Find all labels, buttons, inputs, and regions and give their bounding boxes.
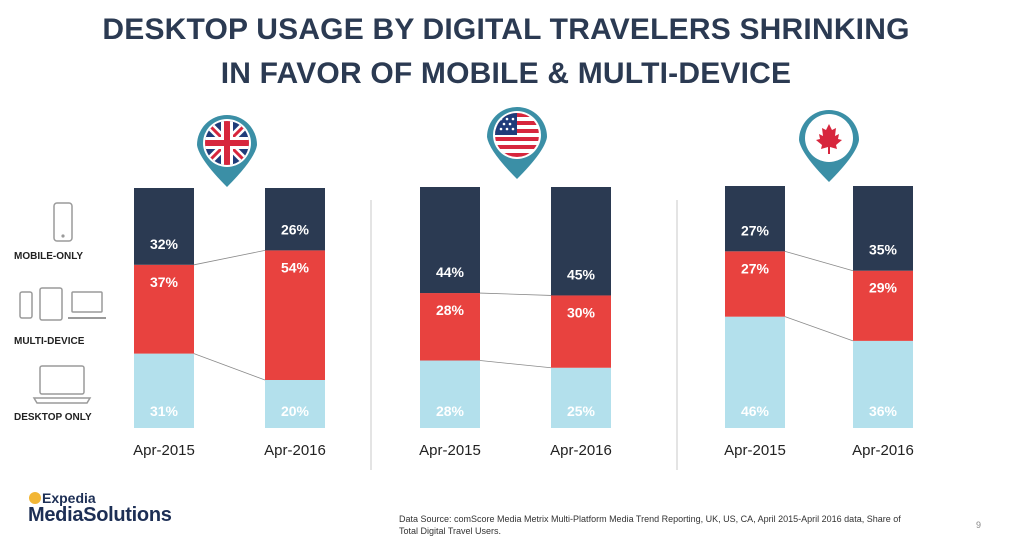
bar-segment [420, 293, 480, 361]
bar-segment [420, 187, 480, 294]
data-label: 27% [741, 260, 770, 276]
us-flag-pin-icon [487, 107, 547, 179]
data-label: 35% [869, 242, 898, 258]
bar-segment [134, 264, 194, 354]
bar-segment [551, 367, 611, 428]
x-tick-label: Apr-2016 [264, 442, 326, 459]
bar-segment [725, 251, 785, 317]
data-label: 30% [567, 304, 596, 320]
data-label: 46% [741, 403, 770, 419]
connector-line [479, 292, 552, 296]
connector-line [479, 360, 552, 369]
x-tick-label: Apr-2016 [550, 442, 612, 459]
bar-segment [853, 186, 913, 271]
logo-top-text: Expedia [42, 490, 96, 506]
row-label-desktop: DESKTOP ONLY [14, 412, 92, 423]
x-tick-label: Apr-2015 [133, 442, 195, 459]
x-tick-label: Apr-2016 [852, 442, 914, 459]
data-label: 28% [436, 403, 465, 419]
data-label: 31% [150, 403, 179, 419]
data-source-note: Data Source: comScore Media Metrix Multi… [399, 514, 901, 536]
logo-main-text: MediaSolutions [28, 504, 172, 526]
globe-icon [29, 492, 41, 504]
canada-flag-pin-icon [799, 110, 859, 182]
connector-line [193, 250, 266, 266]
row-label-multi: MULTI-DEVICE [14, 336, 85, 347]
data-label: 20% [281, 403, 310, 419]
phone-icon [53, 202, 73, 242]
connector-line [784, 250, 854, 272]
data-label: 25% [567, 403, 596, 419]
bar-segment [134, 353, 194, 428]
data-label: 28% [436, 302, 465, 318]
uk-flag-pin-icon [197, 115, 257, 187]
bar-segment [420, 360, 480, 428]
data-label: 44% [436, 264, 465, 280]
laptop-icon [32, 365, 92, 404]
bar-segment [725, 316, 785, 428]
bar-segment [265, 380, 325, 428]
row-label-mobile: MOBILE-ONLY [14, 251, 83, 262]
data-label: 27% [741, 222, 770, 238]
data-label: 54% [281, 259, 310, 275]
x-tick-label: Apr-2015 [724, 442, 786, 459]
bar-segment [853, 270, 913, 341]
bar-segment [853, 340, 913, 428]
x-tick-label: Apr-2015 [419, 442, 481, 459]
connector-line [193, 353, 266, 381]
data-label: 29% [869, 280, 898, 296]
data-label: 37% [150, 274, 179, 290]
bars-layer: 31% 37% 32% Apr-2015 20% 54% 26% Apr-2016 28% 28%… [133, 186, 914, 459]
connector-line [784, 316, 854, 342]
page-title-line1: DESKTOP USAGE BY DIGITAL TRAVELERS SHRIN… [102, 13, 910, 46]
page-title-line2: IN FAVOR OF MOBILE & MULTI-DEVICE [220, 57, 792, 90]
data-label: 36% [869, 403, 898, 419]
data-label: 32% [150, 236, 179, 252]
bar-segment [551, 295, 611, 368]
multi-device-icon [19, 287, 106, 321]
data-label: 26% [281, 221, 310, 237]
bar-segment [265, 250, 325, 380]
bar-segment [265, 188, 325, 251]
page-number: 9 [976, 520, 982, 530]
bar-segment [551, 187, 611, 296]
data-label: 45% [567, 266, 596, 282]
expedia-logo: Expedia MediaSolutions [28, 490, 172, 527]
bar-segment [725, 186, 785, 252]
bar-segment [134, 188, 194, 265]
